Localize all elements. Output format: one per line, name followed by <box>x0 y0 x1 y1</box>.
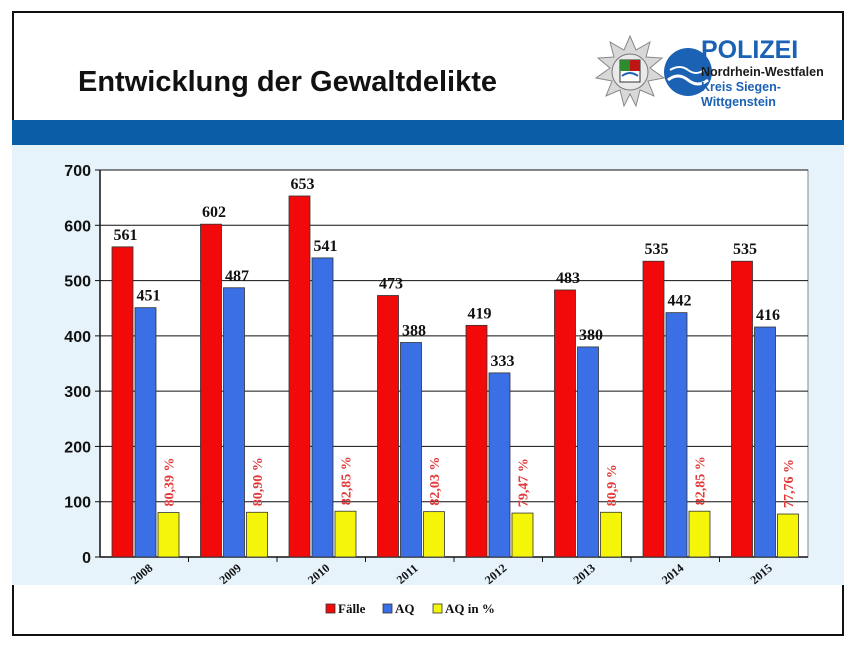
x-tick-label: 2012 <box>482 561 509 587</box>
data-label-faelle: 535 <box>645 241 669 258</box>
data-label-aq-pct: 80,90 % <box>251 457 266 506</box>
bar-aq-pct <box>600 511 622 558</box>
data-label-aq: 451 <box>137 288 161 305</box>
page-title: Entwicklung der Gewaltdelikte <box>78 66 497 98</box>
legend-label-aq-pct: AQ in % <box>445 601 495 616</box>
legend-swatch-aq-pct <box>432 603 443 614</box>
bar-aq-pct <box>157 512 180 558</box>
bar-aq-pct <box>511 512 534 558</box>
legend-label-faelle: Fälle <box>338 601 366 616</box>
bar-aq <box>400 342 422 558</box>
bar-faelle <box>377 295 399 558</box>
legend-swatch-faelle <box>325 603 336 614</box>
y-tick-label: 100 <box>64 495 91 512</box>
bar-faelle <box>554 289 576 558</box>
logo-district-text: Kreis Siegen-Wittgenstein <box>701 80 781 109</box>
data-label-aq-pct: 80,9 % <box>605 464 620 506</box>
data-label-aq-pct: 82,03 % <box>428 457 443 506</box>
y-tick-label: 400 <box>64 329 91 346</box>
x-tick-label: 2011 <box>394 561 421 587</box>
y-tick-label: 300 <box>64 384 91 401</box>
data-label-aq-pct: 82,85 % <box>340 456 355 505</box>
bar-faelle <box>731 260 753 558</box>
logo-brand-text: POLIZEI <box>701 36 799 64</box>
bar-faelle <box>465 324 488 558</box>
bar-aq-pct <box>423 511 445 558</box>
data-label-aq-pct: 82,85 % <box>694 456 709 505</box>
y-tick-label: 0 <box>82 550 91 567</box>
data-label-aq-pct: 77,76 % <box>782 459 797 508</box>
bar-faelle <box>288 195 311 558</box>
header-band <box>12 120 844 145</box>
bar-faelle <box>200 223 222 558</box>
bar-faelle <box>642 260 665 558</box>
data-label-faelle: 653 <box>291 176 315 193</box>
data-label-faelle: 483 <box>556 270 580 287</box>
bar-aq-pct <box>246 511 268 558</box>
data-label-aq: 442 <box>668 293 692 310</box>
y-tick-label: 700 <box>64 163 91 180</box>
logo-region-text: Nordrhein-Westfalen <box>701 65 824 79</box>
data-label-aq: 388 <box>402 322 426 339</box>
data-label-aq: 333 <box>491 353 515 370</box>
data-label-aq: 541 <box>314 238 338 255</box>
bar-aq <box>223 287 245 558</box>
x-tick-label: 2009 <box>216 561 243 587</box>
bar-aq <box>134 307 157 558</box>
x-tick-label: 2014 <box>659 561 686 587</box>
bar-aq <box>754 326 776 558</box>
y-tick-label: 500 <box>64 274 91 291</box>
x-tick-label: 2008 <box>128 561 155 587</box>
data-label-faelle: 602 <box>202 204 226 221</box>
data-label-aq-pct: 80,39 % <box>163 458 178 507</box>
data-label-faelle: 419 <box>468 305 492 322</box>
data-label-faelle: 473 <box>379 275 403 292</box>
data-label-aq: 416 <box>756 307 780 324</box>
x-tick-label: 2010 <box>305 561 332 587</box>
bar-aq-pct <box>777 513 799 558</box>
bar-aq <box>577 346 599 558</box>
bar-aq <box>311 257 334 558</box>
bar-aq <box>488 372 511 558</box>
data-label-aq: 380 <box>579 327 603 344</box>
bar-aq <box>665 312 688 558</box>
bar-aq-pct <box>334 510 357 558</box>
bar-aq-pct <box>688 510 711 558</box>
police-star-logo-icon <box>594 34 712 108</box>
x-tick-label: 2015 <box>747 561 774 587</box>
y-tick-label: 600 <box>64 218 91 235</box>
data-label-faelle: 561 <box>114 227 138 244</box>
legend-swatch-aq <box>382 603 393 614</box>
x-tick-label: 2013 <box>570 561 597 587</box>
bar-faelle <box>111 246 134 558</box>
data-label-faelle: 535 <box>733 241 757 258</box>
legend-label-aq: AQ <box>395 601 415 616</box>
data-label-aq-pct: 79,47 % <box>517 458 532 507</box>
y-tick-label: 200 <box>64 439 91 456</box>
data-label-aq: 487 <box>225 268 249 285</box>
